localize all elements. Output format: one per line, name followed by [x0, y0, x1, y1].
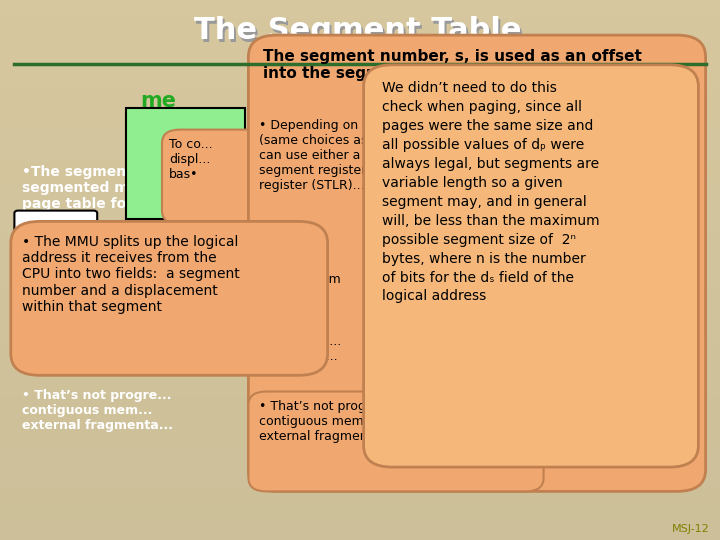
- Bar: [0, 306, 720, 324]
- Polygon shape: [202, 246, 248, 284]
- Bar: [0, 126, 720, 144]
- Bar: [126, 219, 245, 313]
- Text: The segment number, s, is used as an offset
into the segment table: The segment number, s, is used as an off…: [263, 49, 642, 81]
- Text: To co...
displ...
bas•: To co... displ... bas•: [169, 138, 213, 181]
- Bar: [0, 0, 720, 18]
- Text: CPU: CPU: [42, 224, 70, 238]
- Bar: [0, 270, 720, 288]
- Bar: [0, 252, 720, 270]
- FancyBboxPatch shape: [248, 35, 706, 491]
- Bar: [0, 90, 720, 108]
- Bar: [0, 216, 720, 234]
- Text: • If the seg...
a segment...: • If the seg... a segment...: [259, 335, 341, 363]
- Bar: [0, 468, 720, 486]
- Bar: [0, 486, 720, 504]
- Bar: [0, 414, 720, 432]
- Bar: [0, 180, 720, 198]
- Text: was don...: was don...: [259, 297, 323, 310]
- Bar: [0, 324, 720, 342]
- Bar: [0, 378, 720, 396]
- Text: • That’s not progre...
contiguous mem...
external fragmenta...: • That’s not progre... contiguous mem...…: [259, 400, 392, 443]
- Bar: [0, 54, 720, 72]
- FancyBboxPatch shape: [364, 65, 698, 467]
- Text: MSJ-12: MSJ-12: [672, 523, 709, 534]
- Text: • The MMU splits up the logical
address it receives from the
CPU into two fields: • The MMU splits up the logical address …: [22, 235, 239, 314]
- Bar: [0, 234, 720, 252]
- Bar: [0, 396, 720, 414]
- Bar: [0, 522, 720, 540]
- Bar: [126, 108, 245, 221]
- Bar: [0, 504, 720, 522]
- Bar: [0, 360, 720, 378]
- Text: •The segment
segmented m...
page table fo...: •The segment segmented m... page table f…: [22, 165, 144, 211]
- Text: segments pr...: segments pr...: [22, 314, 133, 328]
- FancyBboxPatch shape: [248, 392, 544, 491]
- FancyBboxPatch shape: [162, 130, 281, 224]
- Text: s: s: [184, 264, 191, 276]
- Bar: [0, 18, 720, 36]
- Bar: [0, 288, 720, 306]
- Text: me: me: [140, 91, 176, 111]
- Bar: [0, 450, 720, 468]
- Text: number from: number from: [259, 273, 341, 286]
- Bar: [0, 144, 720, 162]
- Bar: [0, 36, 720, 54]
- Text: • Depending on where the segment table is stored
(same choices as for a page tab: • Depending on where the segment table i…: [259, 119, 577, 192]
- Text: The Segment Table: The Segment Table: [194, 16, 521, 45]
- Bar: [0, 108, 720, 126]
- Bar: [0, 432, 720, 450]
- FancyBboxPatch shape: [14, 211, 97, 251]
- Bar: [0, 162, 720, 180]
- Bar: [0, 72, 720, 90]
- Text: We didn’t need to do this
check when paging, since all
pages were the same size : We didn’t need to do this check when pag…: [382, 81, 599, 303]
- Bar: [0, 198, 720, 216]
- FancyBboxPatch shape: [11, 221, 328, 375]
- Text: The Segment Table: The Segment Table: [197, 19, 523, 48]
- Text: • That’s not progre...
contiguous mem...
external fragmenta...: • That’s not progre... contiguous mem...…: [22, 389, 173, 432]
- Bar: [0, 342, 720, 360]
